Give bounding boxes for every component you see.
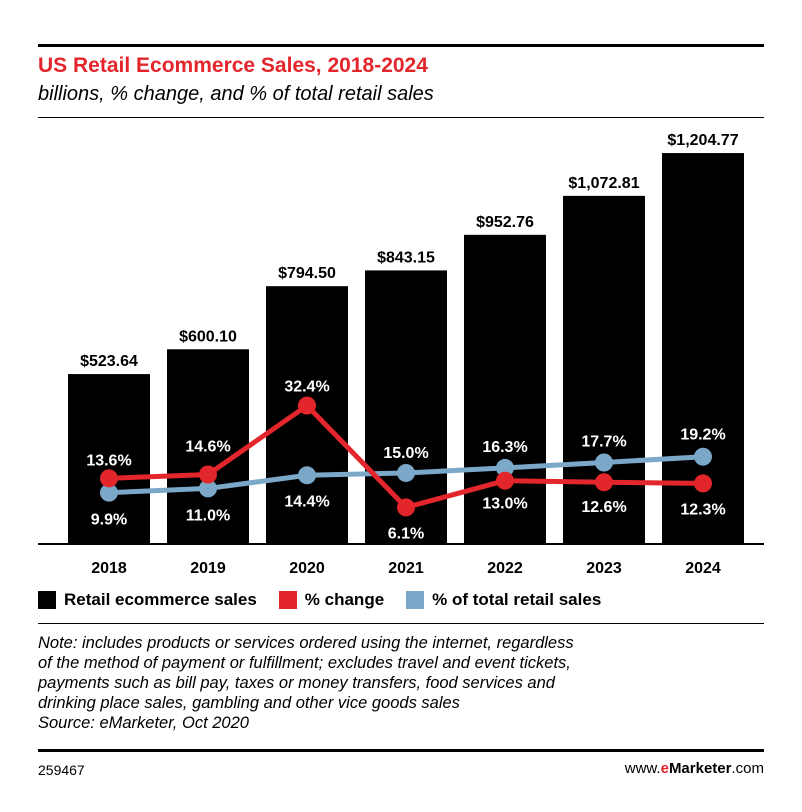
bar-value-label: $1,072.81 [568, 175, 639, 192]
change-data-label: 13.0% [482, 496, 527, 513]
brand-name: Marketer [668, 760, 732, 777]
brand-suffix: .com [731, 760, 764, 777]
change-data-label: 32.4% [284, 379, 329, 396]
change-point [100, 469, 118, 488]
bar-2023 [563, 195, 645, 544]
legend-item-share: % of total retail sales [406, 590, 601, 610]
chart-legend: Retail ecommerce sales % change % of tot… [38, 588, 601, 612]
x-tick-label: 2022 [487, 560, 523, 577]
change-data-label: 6.1% [388, 525, 424, 542]
x-tick-label: 2024 [685, 560, 721, 577]
share-data-label: 15.0% [383, 445, 428, 462]
change-data-label: 13.6% [86, 452, 131, 469]
share-point [694, 447, 712, 466]
bar-value-label: $952.76 [476, 214, 534, 231]
legend-item-change: % change [278, 590, 385, 610]
brand-prefix: www. [624, 760, 661, 777]
legend-label-share: % of total retail sales [432, 590, 602, 609]
note-line: Note: includes products or services orde… [38, 634, 574, 652]
legend-swatch-change [278, 591, 297, 609]
source-line: Source: eMarketer, Oct 2020 [38, 714, 249, 732]
legend-rule [38, 623, 764, 624]
share-data-label: 14.4% [284, 493, 329, 510]
x-tick-label: 2019 [190, 560, 226, 577]
change-point [199, 465, 217, 484]
change-point [298, 396, 316, 415]
legend-swatch-sales [38, 591, 56, 609]
change-data-label: 14.6% [185, 438, 230, 455]
share-data-label: 17.7% [581, 434, 626, 451]
bar-2019 [167, 349, 249, 544]
brand-e: e [660, 760, 669, 777]
share-point [100, 483, 118, 502]
note-line: of the method of payment or fulfillment;… [38, 654, 571, 672]
share-point [595, 453, 613, 472]
share-data-label: 19.2% [680, 427, 725, 444]
chart-subtitle: billions, % change, and % of total retai… [38, 83, 434, 105]
change-data-label: 12.6% [581, 499, 626, 516]
bar-2020 [266, 286, 348, 544]
bar-2022 [464, 234, 546, 544]
note-line: drinking place sales, gambling and other… [38, 694, 460, 712]
share-data-label: 9.9% [91, 512, 127, 529]
x-tick-label: 2020 [289, 560, 325, 577]
top-rule [38, 44, 764, 47]
chart-note: Note: includes products or services orde… [38, 633, 766, 733]
legend-label-change: % change [304, 590, 385, 609]
title-rule [38, 117, 764, 118]
change-data-label: 12.3% [680, 501, 725, 518]
brand-link[interactable]: www.eMarketer.com [625, 760, 764, 777]
legend-swatch-share [406, 591, 425, 609]
bar-value-label: $523.64 [80, 353, 138, 370]
change-point [496, 471, 514, 490]
footer-rule [38, 749, 764, 752]
bar-value-label: $843.15 [377, 249, 435, 266]
legend-item-sales: Retail ecommerce sales [38, 590, 257, 610]
x-tick-label: 2018 [91, 560, 127, 577]
chart-id: 259467 [38, 762, 85, 778]
note-line: payments such as bill pay, taxes or mone… [38, 674, 555, 692]
share-point [397, 463, 415, 482]
share-point [199, 479, 217, 498]
bar-value-label: $794.50 [278, 265, 336, 282]
chart-title: US Retail Ecommerce Sales, 2018-2024 [38, 54, 428, 77]
bar-value-label: $1,204.77 [667, 132, 738, 149]
bar-2018 [68, 374, 150, 544]
share-data-label: 11.0% [186, 507, 230, 524]
change-point [694, 474, 712, 493]
share-point [496, 458, 514, 477]
change-point [595, 473, 613, 492]
legend-label-sales: Retail ecommerce sales [64, 590, 257, 609]
share-data-label: 16.3% [482, 439, 527, 456]
x-tick-label: 2023 [586, 560, 622, 577]
share-point [298, 466, 316, 485]
bar-value-label: $600.10 [179, 328, 237, 345]
change-point [397, 498, 415, 517]
x-tick-label: 2021 [388, 560, 424, 577]
